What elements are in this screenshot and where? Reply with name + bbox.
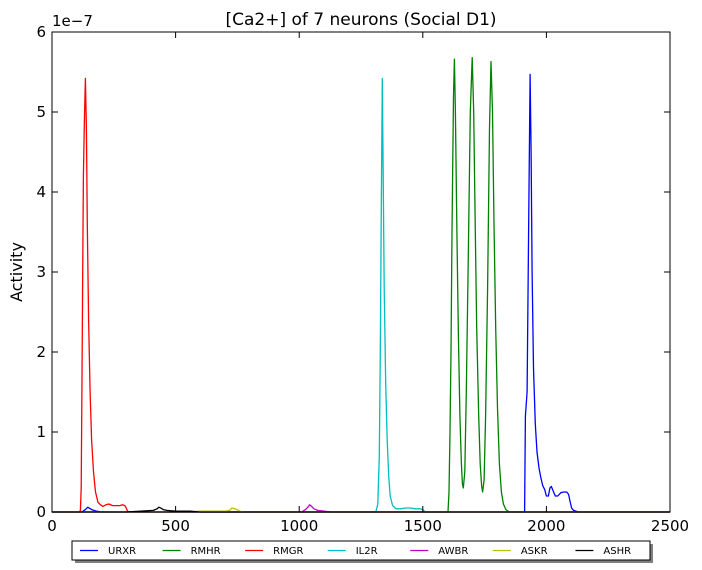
legend: URXR RMHR RMGR IL2R AWBR ASKR ASHR: [71, 540, 653, 563]
legend-label-rmgr: RMGR: [273, 546, 303, 557]
chart-title: [Ca2+] of 7 neurons (Social D1): [225, 10, 496, 30]
legend-label-awbr: AWBR: [438, 546, 468, 557]
ticks-layer: 0 500 1000 1500 2000 2500 0 1 2 3 4 5 6: [36, 23, 689, 535]
x-tick-label: 2000: [527, 517, 565, 535]
x-tick-label: 2500: [651, 517, 689, 535]
y-axis-label: Activity: [7, 242, 26, 302]
x-tick-label: 1500: [404, 517, 442, 535]
legend-label-rmhr: RMHR: [191, 546, 221, 557]
legend-box: [71, 540, 651, 561]
series-line-il2r: [52, 77, 670, 513]
x-tick-label: 1000: [280, 517, 318, 535]
y-scale-label: 1e−7: [52, 12, 93, 30]
legend-label-il2r: IL2R: [356, 546, 378, 557]
y-tick-label: 5: [36, 103, 46, 121]
y-tick-label: 6: [36, 23, 46, 41]
y-tick-label: 0: [36, 503, 46, 521]
series-line-ashr: [52, 506, 670, 513]
x-tick-label: 0: [47, 517, 57, 535]
y-tick-label: 3: [36, 263, 46, 281]
legend-label-urxr: URXR: [108, 546, 136, 557]
plot-frame: [51, 31, 671, 513]
legend-label-ashr: ASHR: [603, 546, 631, 557]
series-line-rmgr: [52, 77, 670, 513]
y-tick-label: 2: [36, 343, 46, 361]
series-line-urxr: [52, 73, 670, 513]
series-layer: [52, 56, 670, 513]
series-line-rmhr: [52, 56, 670, 513]
y-tick-label: 1: [36, 423, 46, 441]
legend-label-askr: ASKR: [521, 546, 548, 557]
y-tick-label: 4: [36, 183, 46, 201]
x-tick-label: 500: [161, 517, 190, 535]
